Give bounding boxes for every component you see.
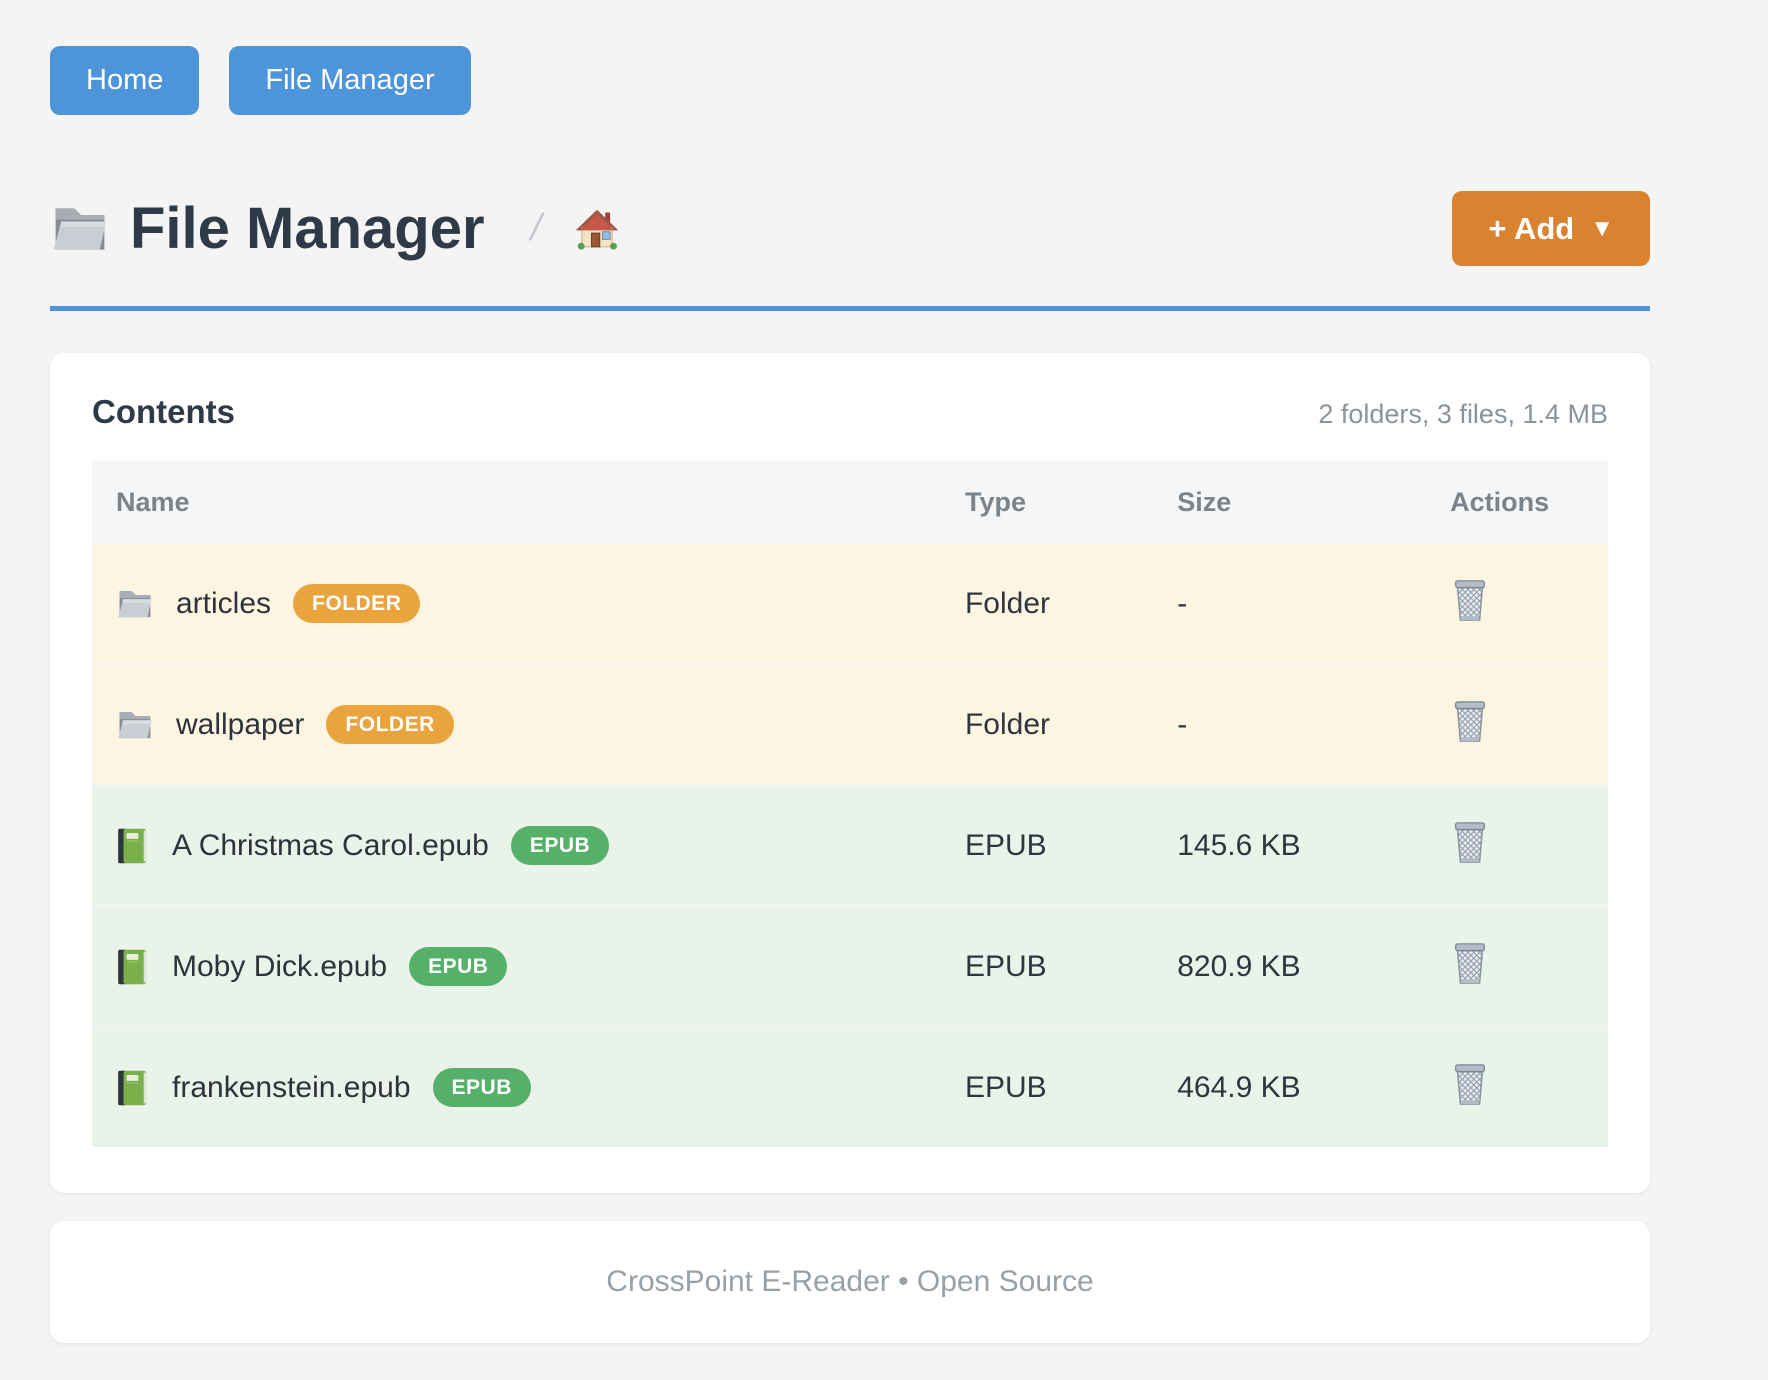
file-name[interactable]: wallpaper [176,708,305,741]
type-badge: FOLDER [326,705,454,744]
file-type: Folder [940,544,1154,664]
file-size: 145.6 KB [1153,784,1427,906]
add-button[interactable]: + Add ▼ [1452,191,1650,266]
page-header: File Manager / + Add ▼ [50,191,1650,266]
home-button[interactable]: Home [50,46,200,115]
contents-heading: Contents [92,393,235,430]
trash-icon [1450,578,1490,622]
footer-text: CrossPoint E-Reader • Open Source [606,1265,1094,1298]
folder-icon [116,708,154,742]
column-header-type: Type [940,461,1154,544]
trash-icon [1450,820,1490,864]
file-size: - [1153,663,1427,785]
delete-button[interactable] [1450,1062,1490,1106]
page-title: File Manager [130,195,485,261]
book-icon [116,827,150,865]
book-icon [116,948,150,986]
delete-button[interactable] [1450,941,1490,985]
column-header-actions: Actions [1426,461,1608,544]
delete-button[interactable] [1450,699,1490,743]
table-header-row: Name Type Size Actions [92,461,1608,544]
add-button-label: + Add [1488,211,1575,246]
file-name[interactable]: articles [176,587,272,620]
file-type: EPUB [940,784,1154,906]
file-name[interactable]: frankenstein.epub [172,1071,411,1104]
delete-button[interactable] [1450,820,1490,864]
table-row: wallpaper FOLDER Folder - [92,663,1608,785]
file-size: 820.9 KB [1153,905,1427,1027]
file-size: - [1153,544,1427,664]
table-row: A Christmas Carol.epub EPUB EPUB 145.6 K… [92,784,1608,906]
trash-icon [1450,699,1490,743]
house-icon[interactable] [575,207,619,251]
trash-icon [1450,1062,1490,1106]
file-type: EPUB [940,1026,1154,1147]
delete-button[interactable] [1450,578,1490,622]
breadcrumb: / [526,207,546,249]
top-nav: Home File Manager [50,46,1650,115]
column-header-size: Size [1153,461,1427,544]
column-header-name: Name [92,461,941,544]
file-name[interactable]: A Christmas Carol.epub [172,829,489,862]
type-badge: EPUB [409,947,508,986]
file-name[interactable]: Moby Dick.epub [172,950,388,983]
contents-card: Contents 2 folders, 3 files, 1.4 MB Name… [50,353,1650,1193]
page-container: Home File Manager File Manager / + Add ▼… [50,0,1650,1343]
table-row: articles FOLDER Folder - [92,544,1608,664]
contents-summary: 2 folders, 3 files, 1.4 MB [1318,399,1608,429]
chevron-down-icon: ▼ [1590,214,1614,242]
folder-icon [116,587,154,621]
folder-icon [50,202,110,256]
footer: CrossPoint E-Reader • Open Source [50,1221,1650,1343]
book-icon [116,1069,150,1107]
type-badge: EPUB [510,826,610,865]
trash-icon [1450,941,1490,985]
file-type: Folder [940,663,1154,785]
file-size: 464.9 KB [1153,1026,1427,1147]
type-badge: EPUB [432,1068,531,1107]
type-badge: FOLDER [293,584,421,623]
table-row: frankenstein.epub EPUB EPUB 464.9 KB [92,1026,1608,1147]
file-manager-button[interactable]: File Manager [229,46,471,115]
table-row: Moby Dick.epub EPUB EPUB 820.9 KB [92,905,1608,1027]
file-type: EPUB [940,905,1154,1027]
header-divider [50,306,1650,311]
contents-table: Name Type Size Actions articles FOLDER [92,461,1608,1147]
